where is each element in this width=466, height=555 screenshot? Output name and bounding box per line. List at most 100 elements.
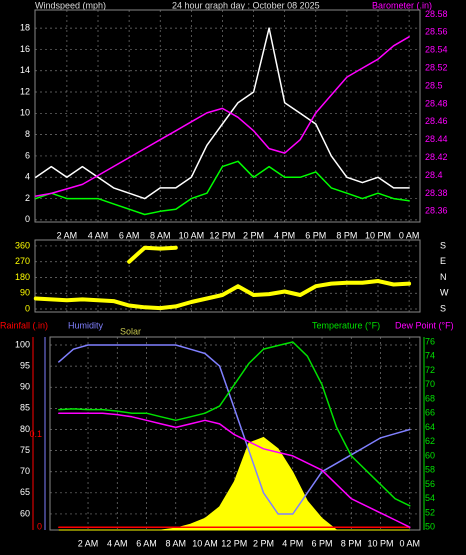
y2-tick-label: 62 xyxy=(425,436,435,446)
x-tick-label: 8 PM xyxy=(336,230,357,240)
y2-tick-label: 28.4 xyxy=(425,170,443,180)
y2-tick-label: 74 xyxy=(425,351,435,361)
y2-tick-label: 28.38 xyxy=(425,188,448,198)
series-line xyxy=(127,245,178,264)
dewpoint-label: Dew Point (°F) xyxy=(395,320,454,330)
x-tick-label: 2 PM xyxy=(253,538,274,548)
y2-tick-label: 28.42 xyxy=(425,152,448,162)
plot-frame xyxy=(34,239,421,313)
x-tick-label: 10 AM xyxy=(179,230,205,240)
plot-frame xyxy=(34,9,421,223)
y-tick-label: 4 xyxy=(25,172,30,182)
series-line xyxy=(58,341,411,507)
y2-tick-label: 50 xyxy=(425,522,435,532)
y2-tick-label: 68 xyxy=(425,393,435,403)
x-tick-label: 6 AM xyxy=(136,538,157,548)
y2-tick-label: 28.58 xyxy=(425,9,448,19)
y-tick-label: 95 xyxy=(20,361,30,371)
x-tick-label: 10 AM xyxy=(192,538,218,548)
rain-label: Rainfall (.in) xyxy=(0,320,48,330)
y-tick-label: 85 xyxy=(20,403,30,413)
y-tick-label: 2 xyxy=(25,193,30,203)
x-tick-label: 10 PM xyxy=(365,230,391,240)
x-tick-label: 2 AM xyxy=(57,230,78,240)
x-tick-label: 6 AM xyxy=(119,230,140,240)
y3-tick-label: 0 xyxy=(37,522,42,532)
wind-label: Windspeed (mph) xyxy=(35,0,106,10)
y-tick-label: 90 xyxy=(20,288,30,298)
y-tick-label: 180 xyxy=(15,272,30,282)
x-tick-label: 2 AM xyxy=(78,538,99,548)
humidity-label: Humidity xyxy=(68,320,104,330)
x-tick-label: 12 PM xyxy=(209,230,235,240)
y-tick-label: 10 xyxy=(20,108,30,118)
y-tick-label: 65 xyxy=(20,487,30,497)
y-tick-label: 75 xyxy=(20,445,30,455)
y-tick-label: 18 xyxy=(20,22,30,32)
x-tick-label: 4 AM xyxy=(107,538,128,548)
y2-tick-label: 54 xyxy=(425,493,435,503)
solar-area xyxy=(58,436,410,531)
y2-tick-label: 70 xyxy=(425,379,435,389)
series-line xyxy=(35,36,410,197)
y-tick-label: 80 xyxy=(20,424,30,434)
y2-tick-label: 52 xyxy=(425,507,435,517)
series-line xyxy=(35,27,410,200)
y2-tick-label: 28.52 xyxy=(425,63,448,73)
x-tick-label: 6 PM xyxy=(312,538,333,548)
x-tick-label: 10 PM xyxy=(368,538,394,548)
y-tick-label: 60 xyxy=(20,508,30,518)
y-tick-label: 100 xyxy=(15,339,30,349)
y2-tick-label: 28.56 xyxy=(425,27,448,37)
y2-tick-label: 28.44 xyxy=(425,134,448,144)
x-tick-label: 4 PM xyxy=(274,230,295,240)
y2-tick-label: 64 xyxy=(425,422,435,432)
y2-tick-label: 28.5 xyxy=(425,80,443,90)
y2-tick-label: 60 xyxy=(425,450,435,460)
y-tick-label: 16 xyxy=(20,44,30,54)
y2-tick-label: 58 xyxy=(425,465,435,475)
y2-tick-label: 72 xyxy=(425,365,435,375)
y2-tick-label: 28.54 xyxy=(425,45,448,55)
y2-tick-label: E xyxy=(440,256,446,266)
series-line xyxy=(33,279,412,311)
x-tick-label: 8 PM xyxy=(341,538,362,548)
y-tick-label: 0 xyxy=(25,214,30,224)
y-tick-label: 270 xyxy=(15,256,30,266)
y2-tick-label: S xyxy=(440,303,446,313)
y-tick-label: 90 xyxy=(20,382,30,392)
x-tick-label: 2 PM xyxy=(243,230,264,240)
x-tick-label: 12 PM xyxy=(221,538,247,548)
x-tick-label: 0 AM xyxy=(400,538,421,548)
x-tick-label: 0 AM xyxy=(399,230,420,240)
y2-tick-label: 66 xyxy=(425,408,435,418)
y-tick-label: 8 xyxy=(25,129,30,139)
x-tick-label: 4 PM xyxy=(282,538,303,548)
y3-tick-label: 0.1 xyxy=(29,429,42,439)
chart-title: 24 hour graph day : October 08 2025 xyxy=(172,0,320,10)
y2-tick-label: 28.46 xyxy=(425,116,448,126)
x-tick-label: 6 PM xyxy=(305,230,326,240)
y-tick-label: 6 xyxy=(25,150,30,160)
x-tick-label: 8 AM xyxy=(150,230,171,240)
solar-label: Solar xyxy=(120,326,141,336)
series-line xyxy=(58,412,411,528)
y-tick-label: 70 xyxy=(20,466,30,476)
y2-tick-label: S xyxy=(440,240,446,250)
y-tick-label: 0 xyxy=(25,303,30,313)
y2-tick-label: W xyxy=(440,288,449,298)
series-line xyxy=(35,160,410,216)
y2-tick-label: 28.48 xyxy=(425,98,448,108)
x-tick-label: 8 AM xyxy=(166,538,187,548)
barometer-label: Barometer (.in) xyxy=(372,0,432,10)
y2-tick-label: 28.36 xyxy=(425,206,448,216)
y2-tick-label: 56 xyxy=(425,479,435,489)
x-tick-label: 4 AM xyxy=(88,230,109,240)
y2-tick-label: N xyxy=(440,272,447,282)
y2-tick-label: 76 xyxy=(425,336,435,346)
y-tick-label: 12 xyxy=(20,86,30,96)
temperature-label: Temperature (°F) xyxy=(312,320,380,330)
y-tick-label: 14 xyxy=(20,65,30,75)
